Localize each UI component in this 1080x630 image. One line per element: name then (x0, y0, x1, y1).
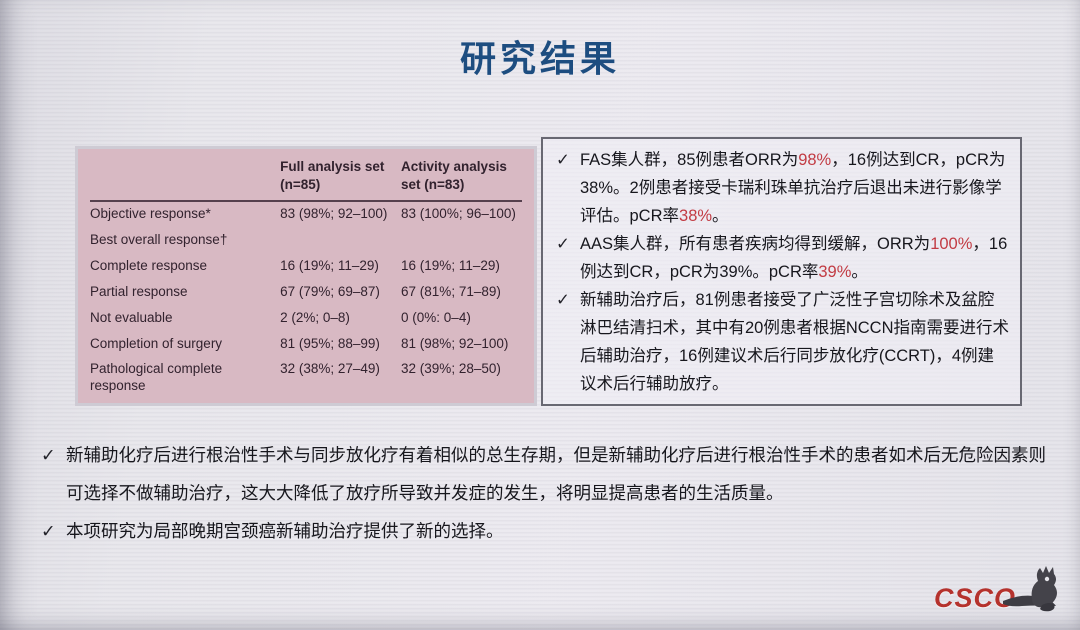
row-label: Complete response (90, 257, 208, 273)
full-analysis-value: 16 (19%; 11–29) (280, 257, 379, 273)
conclusions-section: ✓ 新辅助化疗后进行根治性手术与同步放化疗有着相似的总生存期，但是新辅助化疗后进行… (38, 436, 1046, 550)
checkmark-icon: ✓ (556, 291, 570, 309)
col-header-empty (90, 156, 281, 202)
row-label: Partial response (90, 283, 188, 299)
findings-list: ✓ FAS集人群，85例患者ORR为98%，16例达到CR，pCR为38%。2例患… (553, 146, 1010, 398)
list-item: ✓ 新辅助治疗后，81例患者接受了广泛性子宫切除术及盆腔淋巴结清扫术，其中有20例… (553, 286, 1010, 398)
activity-analysis-value: 67 (81%; 71–89) (401, 283, 501, 299)
results-table: Full analysis set (n=85) Activity analys… (90, 156, 522, 400)
page-title: 研究结果 (459, 38, 620, 79)
checkmark-icon: ✓ (41, 445, 56, 465)
table-row: Pathological complete response 32 (38%; 2… (90, 357, 522, 400)
highlighted-value: 38% (679, 207, 713, 225)
row-label: Objective response* (90, 206, 211, 222)
conclusions-list: ✓ 新辅助化疗后进行根治性手术与同步放化疗有着相似的总生存期，但是新辅助化疗后进行… (38, 436, 1046, 550)
row-label: Completion of surgery (90, 335, 223, 351)
list-item: ✓ 本项研究为局部晚期宫颈癌新辅助治疗提供了新的选择。 (38, 512, 1046, 550)
col-header-full-analysis: Full analysis set (n=85) (280, 156, 402, 202)
list-item: ✓ FAS集人群，85例患者ORR为98%，16例达到CR，pCR为38%。2例患… (553, 146, 1010, 230)
finding-text: 。 (851, 263, 868, 281)
full-analysis-value: 67 (79%; 69–87) (280, 283, 380, 299)
csco-logo: CSCO (934, 561, 1060, 622)
table-row: Partial response 67 (79%; 69–87) 67 (81%; … (90, 279, 522, 305)
table-row: Best overall response† (90, 228, 522, 254)
full-analysis-value: 2 (2%; 0–8) (280, 309, 350, 325)
full-analysis-value: 81 (95%; 88–99) (280, 335, 380, 351)
finding-text: ，16例达到CR，pCR为38%。2例患者接受卡瑞利珠单抗治疗后退出未进行影像学… (580, 151, 1006, 225)
row-label: Not evaluable (90, 309, 173, 325)
activity-analysis-value: 16 (19%; 11–29) (401, 257, 500, 273)
table-row: Complete response 16 (19%; 11–29) 16 (19%;… (90, 253, 522, 279)
lion-mascot-icon (1003, 561, 1060, 622)
finding-text: FAS集人群，85例患者ORR为 (580, 151, 799, 169)
highlighted-value: 39% (818, 263, 852, 281)
row-label: Best overall response† (90, 232, 228, 247)
activity-analysis-value: 81 (98%; 92–100) (401, 335, 509, 351)
conclusion-text: 新辅助化疗后进行根治性手术与同步放化疗有着相似的总生存期，但是新辅助化疗后进行根… (66, 445, 1046, 503)
full-analysis-value (280, 228, 401, 254)
finding-text: 。 (712, 207, 729, 225)
finding-text: 新辅助治疗后，81例患者接受了广泛性子宫切除术及盆腔淋巴结清扫术，其中有20例患… (580, 291, 1010, 393)
full-analysis-value: 32 (38%; 27–49) (280, 361, 380, 377)
row-label: Pathological complete response (90, 361, 223, 394)
highlighted-value: 98% (798, 151, 832, 169)
list-item: ✓ 新辅助化疗后进行根治性手术与同步放化疗有着相似的总生存期，但是新辅助化疗后进行… (38, 436, 1046, 512)
highlighted-value: 100% (930, 235, 973, 253)
results-table-panel: Full analysis set (n=85) Activity analys… (75, 146, 537, 406)
table-row: Completion of surgery 81 (95%; 88–99) 81 (… (90, 331, 522, 357)
table-row: Not evaluable 2 (2%; 0–8) 0 (0%: 0–4) (90, 305, 522, 331)
table-header-row: Full analysis set (n=85) Activity analys… (90, 156, 522, 202)
table-row: Objective response* 83 (98%; 92–100) 83 (1… (90, 201, 522, 228)
full-analysis-value: 83 (98%; 92–100) (280, 206, 388, 222)
activity-analysis-value: 0 (0%: 0–4) (401, 309, 471, 325)
conclusion-text: 本项研究为局部晚期宫颈癌新辅助治疗提供了新的选择。 (66, 521, 504, 541)
checkmark-icon: ✓ (41, 521, 56, 541)
findings-panel: ✓ FAS集人群，85例患者ORR为98%，16例达到CR，pCR为38%。2例患… (541, 137, 1022, 406)
activity-analysis-value: 83 (100%; 96–100) (401, 206, 516, 222)
csco-logo-text: CSCO (933, 583, 1016, 613)
col-header-activity-analysis: Activity analysis set (n=83) (401, 156, 522, 202)
checkmark-icon: ✓ (556, 235, 570, 253)
activity-analysis-value: 32 (39%; 28–50) (401, 361, 501, 377)
checkmark-icon: ✓ (556, 151, 570, 169)
activity-analysis-value (401, 228, 522, 254)
finding-text: AAS集人群，所有患者疾病均得到缓解，ORR为 (580, 235, 931, 253)
list-item: ✓ AAS集人群，所有患者疾病均得到缓解，ORR为100%，16例达到CR，pCR… (553, 230, 1010, 286)
finding-text: ，16例达到CR，pCR为39%。pCR率 (580, 235, 1008, 281)
